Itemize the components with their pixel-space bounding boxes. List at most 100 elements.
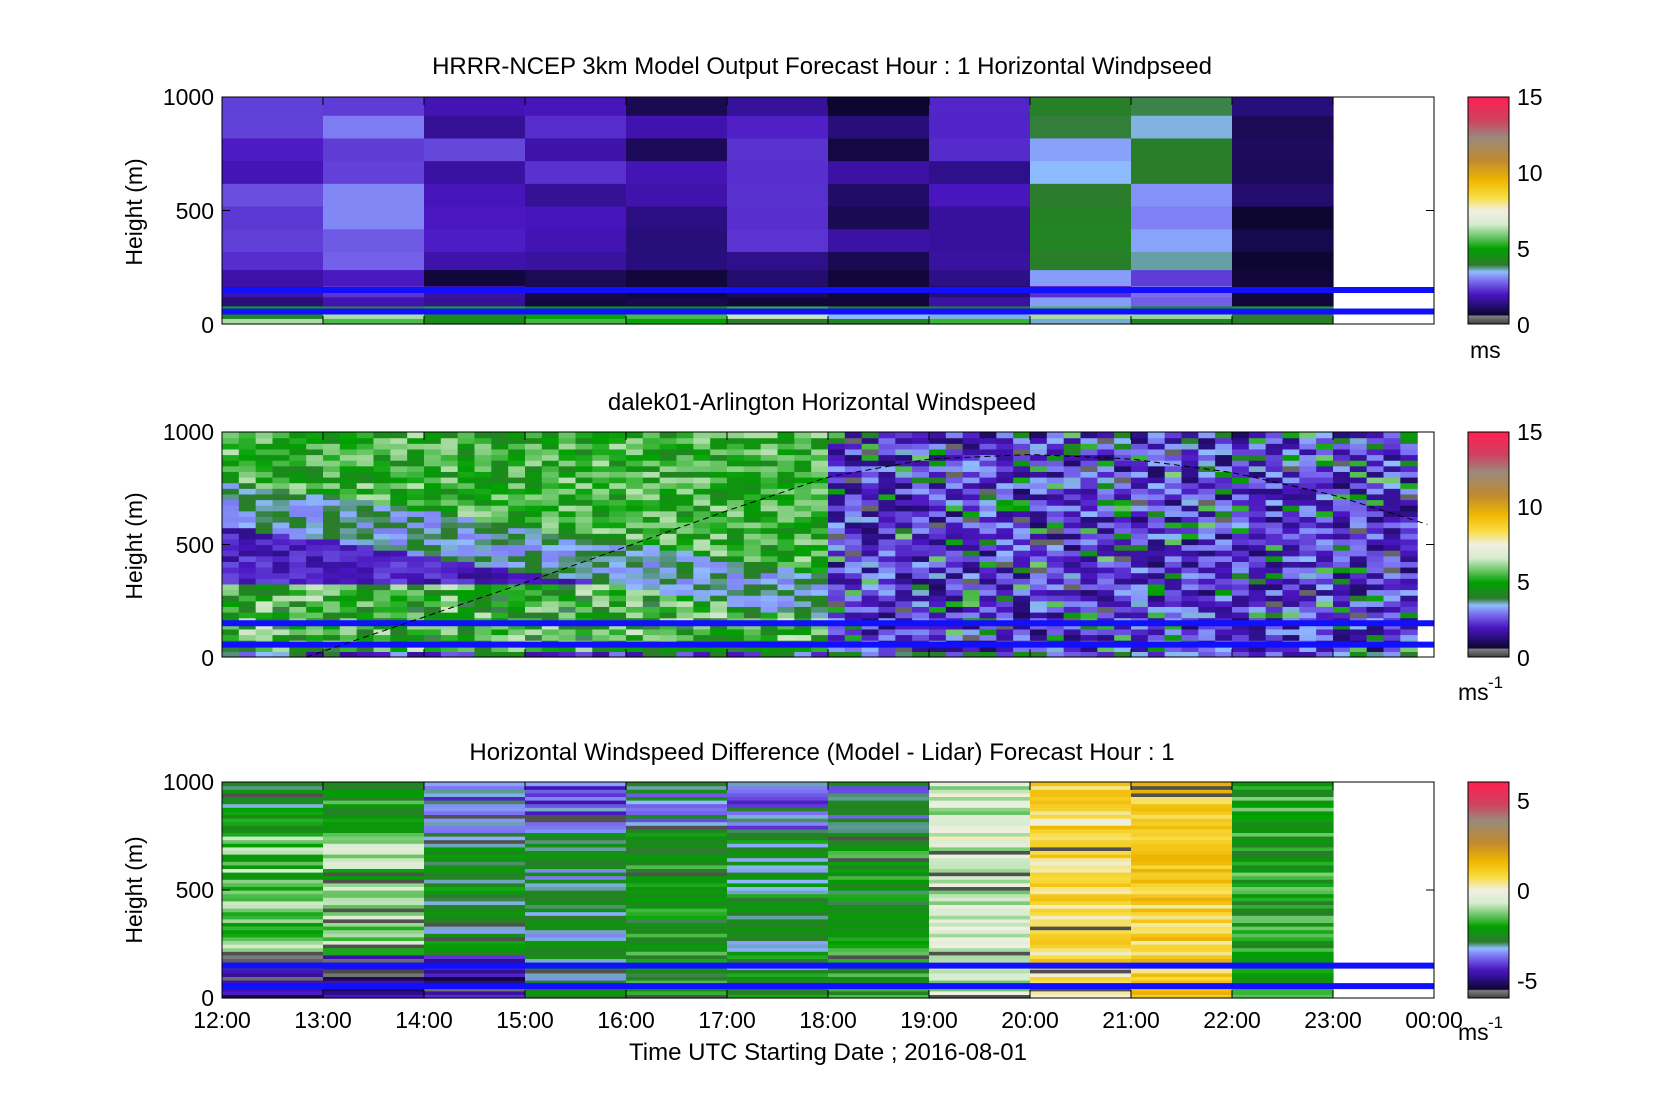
difference-cell (727, 810, 829, 815)
lidar-cell (861, 482, 880, 489)
lidar-cell (373, 623, 391, 630)
lidar-cell (996, 538, 1014, 546)
lidar-cell (356, 443, 375, 450)
lidar-cell (962, 443, 981, 450)
lidar-cell (1013, 623, 1031, 630)
difference-cell (1030, 936, 1132, 941)
lidar-cell (339, 634, 358, 641)
difference-cell (828, 908, 930, 913)
lidar-cell (508, 477, 526, 484)
difference-cell (323, 785, 425, 790)
difference-cell (424, 904, 526, 909)
lidar-cell (491, 600, 509, 607)
model-cell (727, 115, 829, 139)
difference-cell (1232, 886, 1334, 891)
lidar-cell (626, 651, 644, 658)
lidar-cell (996, 482, 1014, 489)
difference-cell (1131, 818, 1233, 823)
difference-cell (626, 814, 728, 819)
lidar-cell (1299, 555, 1317, 562)
lidar-cell (945, 460, 964, 467)
lidar-cell (912, 572, 930, 579)
lidar-cell (659, 550, 678, 557)
lidar-cell (760, 471, 779, 478)
lidar-cell (1400, 477, 1418, 484)
lidar-cell (1366, 651, 1385, 658)
lidar-cell (558, 533, 577, 540)
lidar-cell (373, 499, 391, 506)
lidar-cell (390, 448, 408, 456)
difference-cell (424, 893, 526, 898)
lidar-cell (356, 454, 375, 461)
difference-cell (222, 954, 324, 959)
lidar-cell (1400, 567, 1418, 574)
lidar-cell (407, 589, 425, 596)
lidar-cell (912, 645, 930, 652)
lidar-cell (1131, 533, 1149, 540)
difference-cell (323, 825, 425, 830)
lidar-cell (1147, 448, 1166, 456)
model-cell (929, 183, 1031, 207)
lidar-cell (844, 510, 863, 517)
lidar-cell (1248, 527, 1267, 534)
difference-cell (929, 803, 1031, 808)
lidar-cell (1400, 595, 1418, 602)
lidar-cell (255, 482, 274, 489)
lidar-cell (272, 488, 290, 495)
lidar-cell (1013, 600, 1031, 607)
lidar-cell (996, 505, 1014, 512)
lidar-cell (609, 510, 627, 517)
lidar-cell (626, 612, 644, 619)
lidar-cell (861, 544, 880, 551)
difference-cell (626, 936, 728, 941)
difference-cell (929, 972, 1031, 977)
lidar-cell (1316, 589, 1334, 596)
lidar-cell (929, 482, 947, 489)
lidar-cell (1299, 595, 1317, 602)
lidar-cell (895, 454, 913, 461)
difference-cell (222, 947, 324, 952)
panel-lidar-ytick-0: 0 (201, 645, 214, 671)
lidar-cell (1333, 567, 1351, 574)
lidar-cell (592, 527, 610, 534)
lidar-cell (525, 600, 543, 607)
lidar-cell (592, 477, 610, 484)
difference-cell (525, 929, 627, 934)
lidar-cell (693, 465, 711, 472)
lidar-cell (407, 538, 425, 546)
lidar-cell (996, 516, 1014, 523)
lidar-cell (642, 612, 661, 619)
model-cell (525, 318, 627, 325)
model-cell (222, 115, 324, 139)
lidar-cell (1080, 432, 1098, 439)
lidar-cell (272, 612, 290, 619)
lidar-cell (222, 606, 240, 613)
difference-cell (1232, 954, 1334, 959)
lidar-cell (1232, 510, 1250, 517)
lidar-cell (1097, 516, 1115, 523)
lidar-cell (727, 555, 745, 562)
lidar-cell (575, 443, 593, 450)
lidar-cell (1131, 583, 1149, 591)
lidar-cell (861, 443, 880, 450)
lidar-cell (811, 460, 829, 467)
lidar-cell (592, 651, 610, 658)
lidar-cell (895, 595, 913, 602)
difference-cell (727, 990, 829, 995)
difference-cell (929, 890, 1031, 895)
lidar-cell (895, 522, 913, 529)
lidar-cell (1366, 567, 1385, 574)
difference-cell (323, 940, 425, 945)
lidar-cell (895, 645, 913, 652)
lidar-cell (1316, 600, 1334, 607)
difference-cell (1030, 980, 1132, 985)
lidar-cell (1030, 510, 1048, 517)
difference-cell (323, 839, 425, 844)
difference-cell (525, 782, 627, 787)
lidar-cell (491, 482, 509, 489)
difference-cell (1131, 958, 1233, 963)
lidar-cell (306, 454, 324, 461)
lidar-cell (1063, 589, 1082, 596)
lidar-cell (558, 437, 577, 444)
lidar-cell (1232, 443, 1250, 450)
